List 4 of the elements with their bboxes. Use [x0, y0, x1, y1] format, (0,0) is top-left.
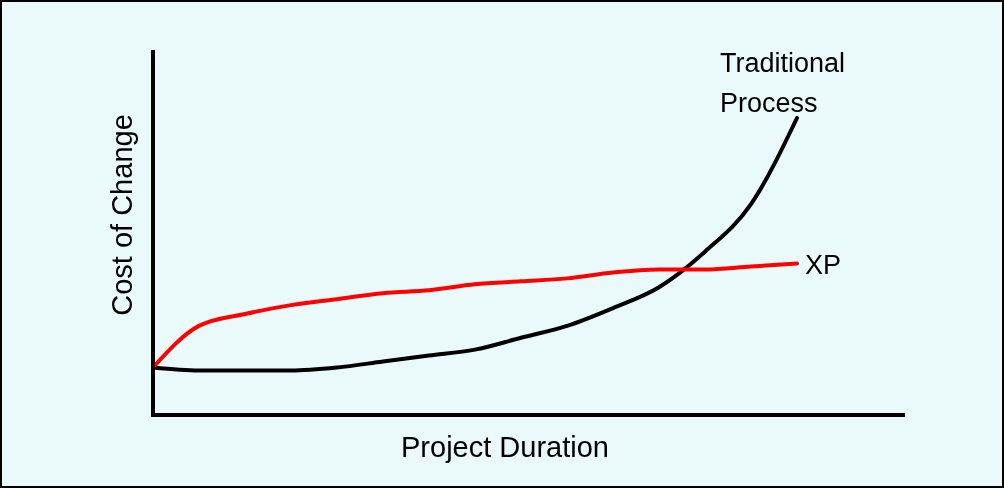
series-label: XP — [805, 249, 842, 280]
x-axis-title: Project Duration — [401, 431, 609, 463]
series-label: Traditional Process — [720, 48, 846, 118]
y-axis-title: Cost of Change — [106, 114, 138, 316]
